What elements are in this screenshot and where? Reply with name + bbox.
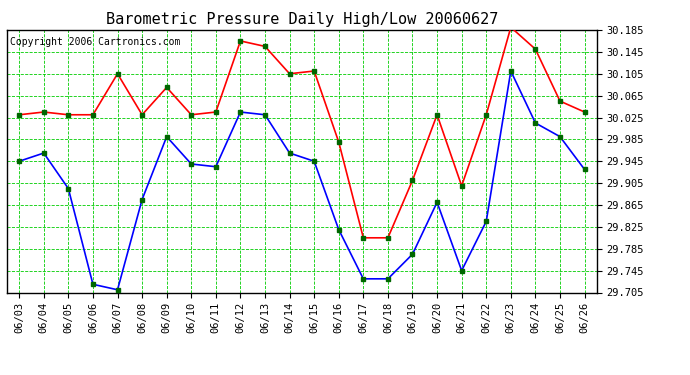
Text: Copyright 2006 Cartronics.com: Copyright 2006 Cartronics.com [10,37,180,46]
Title: Barometric Pressure Daily High/Low 20060627: Barometric Pressure Daily High/Low 20060… [106,12,498,27]
